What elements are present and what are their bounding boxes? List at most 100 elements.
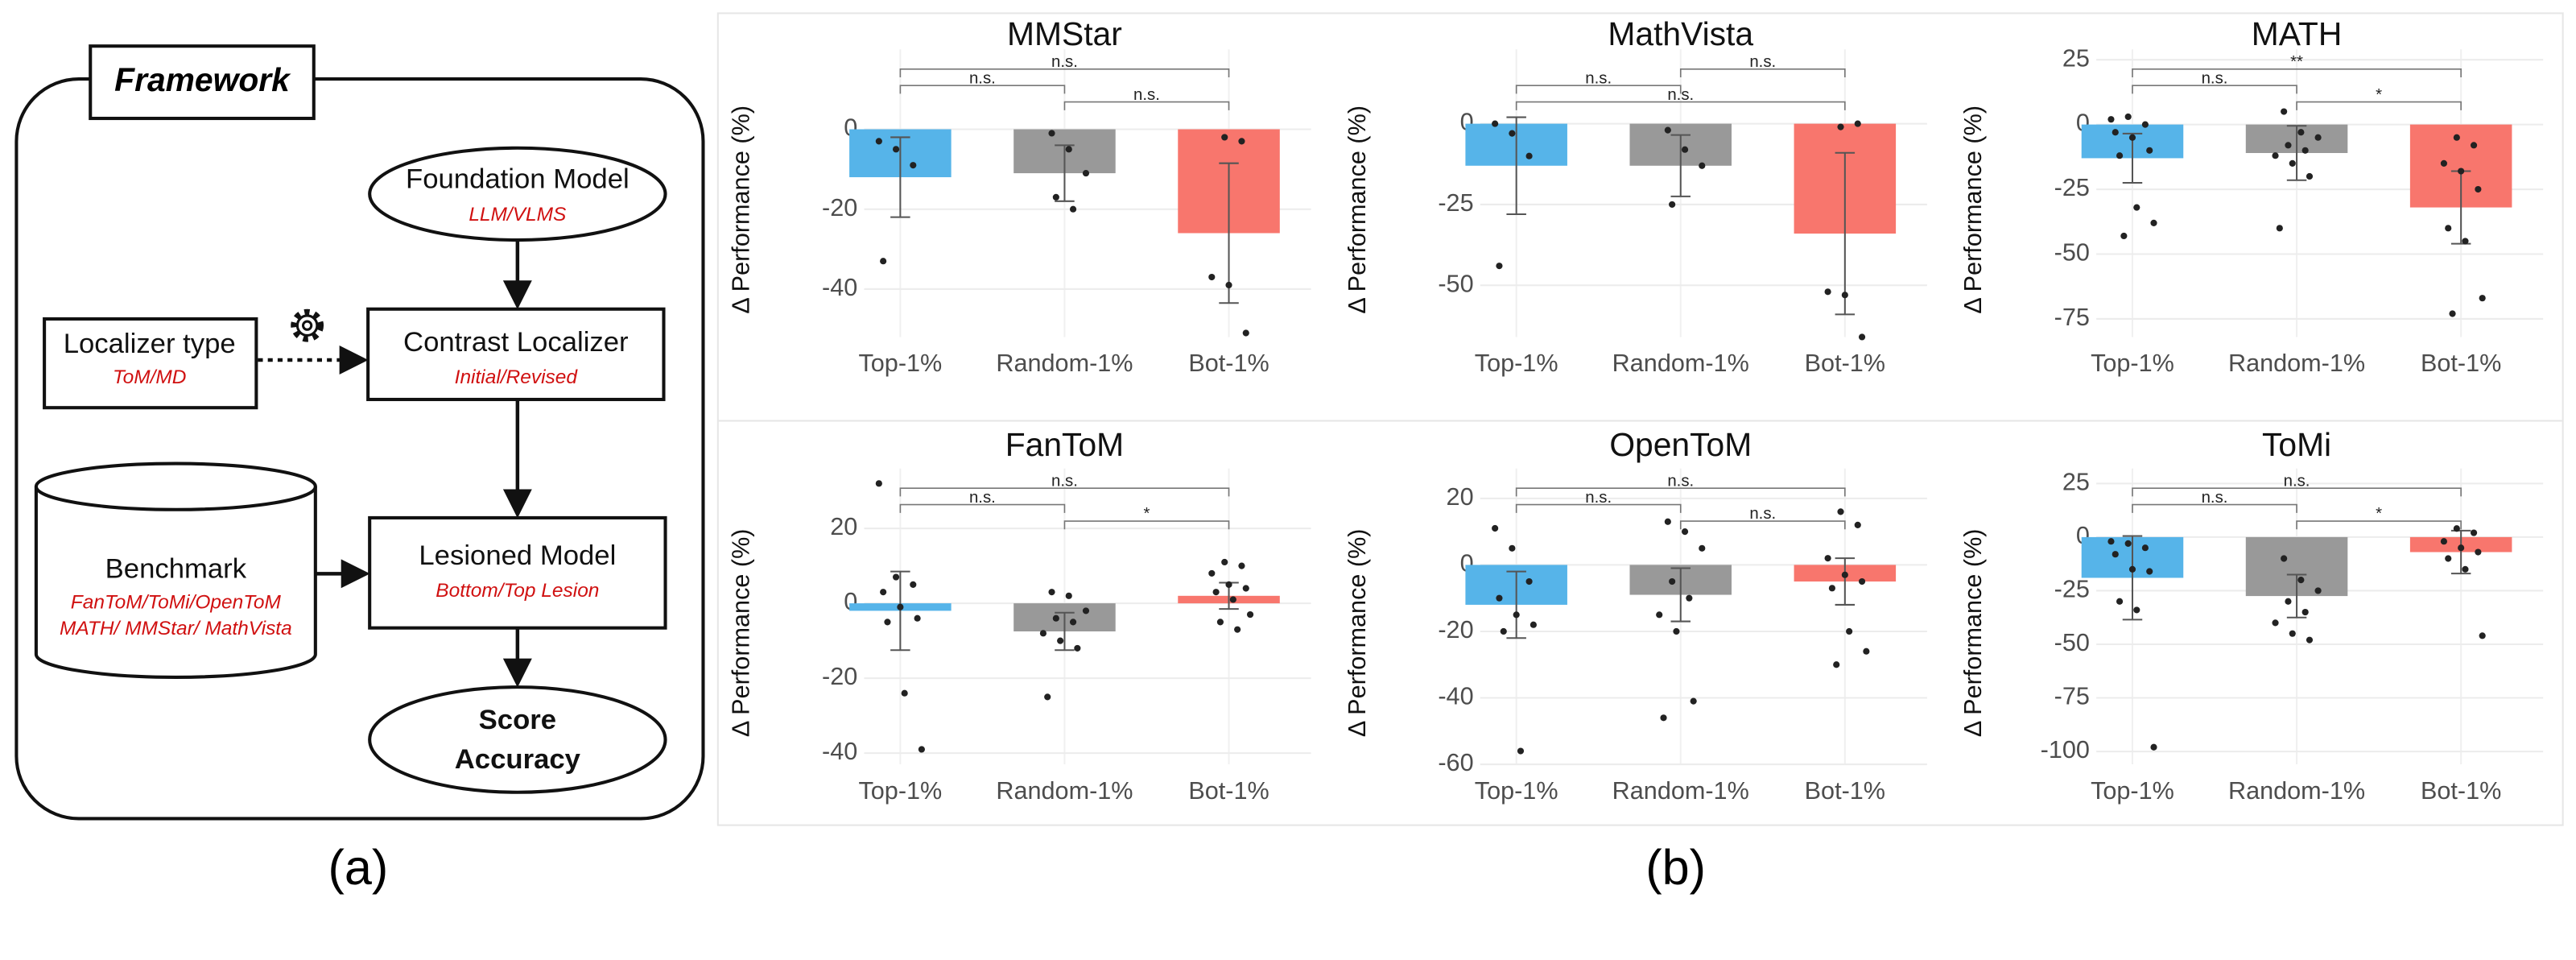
data-point [880,589,887,596]
y-axis-label: Δ Performance (%) [1959,106,1987,314]
significance-bracket [2132,487,2462,497]
node-sub: ToM/MD [113,366,187,388]
node-sub: Initial/Revised [455,366,579,388]
data-point [2289,159,2296,167]
data-point [1246,610,1254,619]
data-point [1057,637,1064,644]
data-point [1530,621,1537,628]
data-point [1513,611,1520,619]
y-tick-label: -50 [2054,629,2090,656]
data-point [2146,147,2153,154]
data-point [2314,587,2322,594]
significance-bracket [2296,101,2462,110]
y-axis-label: Δ Performance (%) [1344,528,1371,737]
data-point [2285,142,2292,149]
framework-title: Framework [114,61,291,98]
x-tick-label: Top-1% [1475,777,1558,805]
data-point [2141,544,2149,552]
data-point [2306,636,2314,643]
data-point [1824,555,1831,562]
data-point [897,603,904,610]
y-tick-label: 0 [844,588,857,615]
data-point [1082,169,1090,177]
data-point [892,146,900,153]
data-point [2314,134,2322,141]
data-point [901,689,908,697]
data-point [2124,113,2132,121]
node-sub: FanToM/ToMi/OpenToM [71,592,282,614]
x-tick-label: Bot-1% [1188,777,1269,805]
data-point [2150,219,2157,226]
data-point [2462,565,2469,573]
node-sub: MATH/ MMStar/ MathVista [60,618,292,639]
data-point [1069,619,1077,626]
data-point [2297,129,2305,136]
x-tick-label: Random-1% [2228,350,2365,377]
data-point [1863,648,1870,655]
data-point [2445,225,2452,232]
data-point [1074,644,1081,652]
y-tick-label: 20 [830,513,857,540]
data-point [2128,565,2136,573]
y-tick-label: -40 [1438,683,1473,710]
data-point [2146,568,2153,575]
data-point [1225,281,1232,289]
data-point [1509,130,1516,137]
significance-bracket [899,487,1230,497]
data-point [2289,630,2296,637]
y-axis-label: Δ Performance (%) [728,528,755,737]
data-point [2107,116,2115,123]
framework-diagram: Framework Foundation Model LLM/VLMS Cont… [14,44,705,895]
x-tick-label: Random-1% [1612,777,1749,805]
significance-label: n.s. [2202,69,2228,87]
data-point [1664,518,1671,525]
data-point [1069,205,1077,213]
panel-label: (a) [328,840,388,895]
y-tick-label: -20 [1438,616,1473,643]
data-point [1509,544,1516,552]
data-point [1221,558,1228,566]
data-point [1858,577,1866,586]
data-point [1841,292,1848,299]
data-point [2276,225,2283,232]
data-point [1242,329,1249,337]
x-tick-label: Top-1% [858,777,942,805]
data-point [2281,108,2288,115]
score-node [368,685,667,794]
framework-frame [14,77,705,821]
significance-label: * [1144,505,1150,523]
significance-label: n.s. [1585,69,1612,87]
data-point [1052,193,1059,201]
significance-label: ** [2290,53,2303,71]
significance-bracket [899,85,1066,94]
data-point [2272,152,2279,159]
data-point [2479,295,2486,302]
node-label: Lesioned Model [419,540,616,571]
data-point [2150,743,2157,751]
x-tick-label: Top-1% [2091,777,2174,805]
x-tick-label: Bot-1% [1805,777,1885,805]
significance-bracket [1063,520,1230,530]
y-tick-label: -40 [822,738,857,765]
significance-bracket [2132,503,2297,513]
significance-label: n.s. [1133,86,1160,104]
data-point [1660,714,1667,722]
panel-frame [716,12,2564,826]
data-point [1846,627,1853,635]
data-point [1500,627,1507,635]
y-tick-label: -60 [1438,749,1473,776]
data-point [1212,589,1220,596]
data-point [1664,126,1671,134]
data-point [1238,138,1245,145]
significance-label: n.s. [1585,489,1612,507]
data-point [1234,626,1241,633]
y-tick-label: 25 [2062,468,2090,495]
chart-title: MathVista [1608,15,1753,52]
significance-bracket [899,68,1230,78]
data-point [1065,592,1072,599]
node-sub: LLM/VLMS [469,204,567,226]
x-tick-label: Bot-1% [2421,777,2501,805]
data-point [2112,129,2119,136]
x-tick-label: Random-1% [996,350,1133,377]
